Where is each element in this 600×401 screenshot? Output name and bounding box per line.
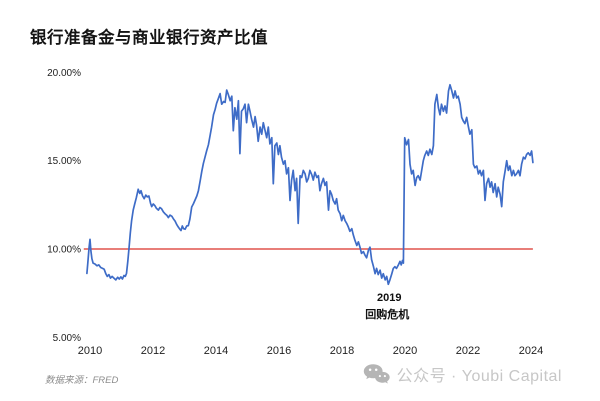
x-tick-label: 2016 xyxy=(267,345,291,357)
chart-title: 银行准备金与商业银行资产比值 xyxy=(30,29,268,47)
x-tick-label: 2024 xyxy=(519,345,543,357)
y-tick-label: 10.00% xyxy=(47,245,81,256)
x-tick-label: 2018 xyxy=(330,345,354,357)
y-tick-label: 15.00% xyxy=(47,156,81,167)
y-tick-label: 5.00% xyxy=(53,333,81,344)
series-line xyxy=(86,83,534,286)
data-source-note: 数据来源：FRED xyxy=(45,375,119,386)
brand-watermark: 公众号 · Youbi Capital xyxy=(363,360,562,388)
annotation-label: 回购危机 xyxy=(365,307,409,321)
x-tick-label: 2012 xyxy=(141,345,165,357)
x-tick-label: 2014 xyxy=(204,345,228,357)
x-tick-label: 2020 xyxy=(393,345,417,357)
brand-label: 公众号 · Youbi Capital xyxy=(396,368,562,385)
annotation-year: 2019 xyxy=(377,292,401,304)
wechat-icon xyxy=(363,364,390,384)
x-tick-label: 2010 xyxy=(78,345,102,357)
y-tick-label: 20.00% xyxy=(47,68,81,79)
x-tick-label: 2022 xyxy=(456,345,480,357)
